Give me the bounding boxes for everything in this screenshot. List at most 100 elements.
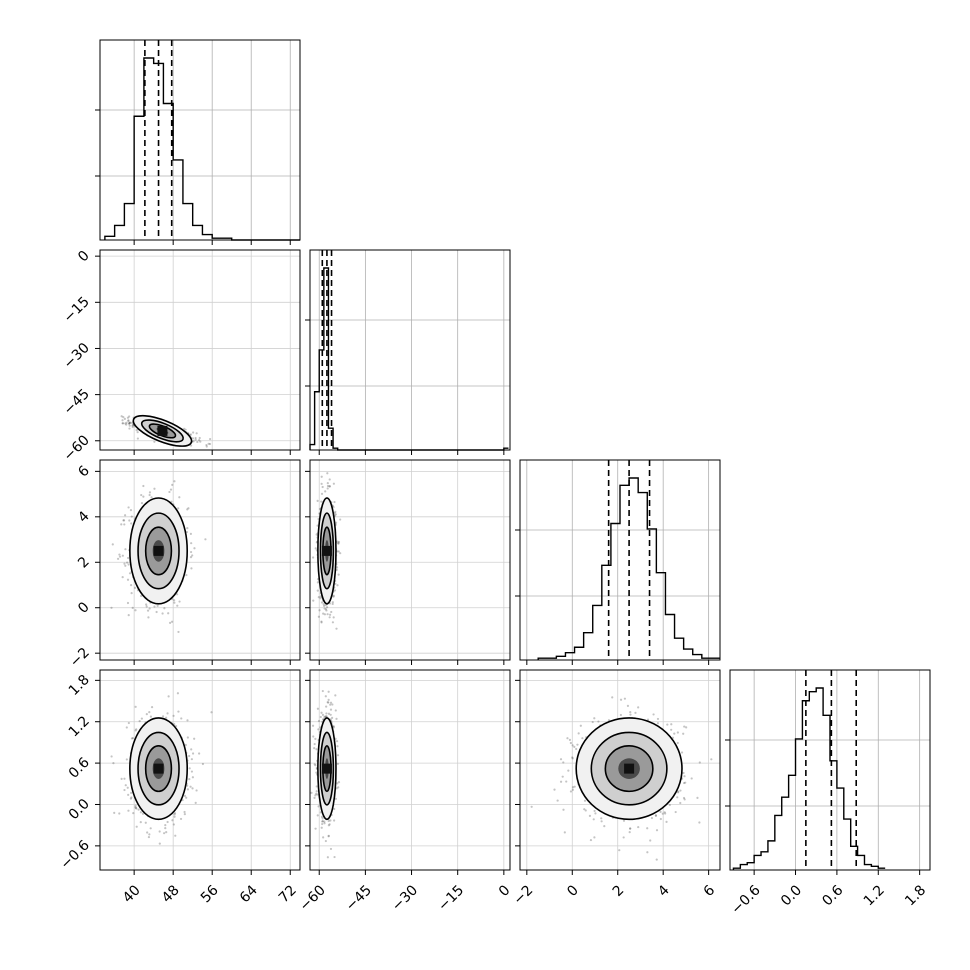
- y-tick-label: 0: [75, 248, 93, 266]
- scatter-point: [135, 728, 138, 731]
- scatter-point: [209, 437, 212, 441]
- scatter-point: [191, 554, 194, 557]
- scatter-point: [141, 812, 145, 815]
- scatter-point: [315, 771, 318, 774]
- scatter-point: [208, 442, 212, 446]
- scatter-point: [332, 595, 335, 598]
- scatter-point: [127, 809, 130, 812]
- y-tick-label: −2: [67, 645, 93, 671]
- scatter-point: [184, 428, 187, 431]
- scatter-point: [140, 493, 143, 497]
- scatter-point: [186, 508, 189, 511]
- scatter-point: [326, 472, 329, 475]
- scatter-point: [325, 715, 328, 718]
- panel-frame: [309, 459, 511, 661]
- scatter-point: [664, 812, 667, 815]
- scatter-point: [656, 722, 659, 725]
- scatter-point: [588, 814, 592, 817]
- x-tick-label: −15: [435, 882, 467, 914]
- scatter-point: [654, 814, 658, 817]
- scatter-point: [336, 754, 340, 757]
- scatter-point: [337, 786, 340, 789]
- scatter-point: [335, 740, 339, 743]
- scatter-point: [173, 601, 176, 604]
- scatter-point: [654, 814, 658, 817]
- scatter-point: [320, 620, 323, 623]
- scatter-point: [315, 748, 318, 751]
- scatter-point: [173, 812, 177, 815]
- scatter-point: [567, 769, 570, 772]
- scatter-point: [128, 421, 131, 425]
- scatter-point: [190, 567, 193, 570]
- pair-panel-3-0: [99, 669, 301, 871]
- pair-content: [100, 670, 300, 870]
- scatter-point: [122, 416, 125, 419]
- scatter-point: [603, 825, 606, 828]
- scatter-point: [334, 694, 337, 697]
- scatter-point: [186, 784, 189, 787]
- scatter-point: [194, 801, 197, 804]
- scatter-point: [314, 737, 317, 741]
- scatter-point: [320, 711, 323, 714]
- scatter-point: [320, 815, 324, 818]
- scatter-point: [573, 785, 576, 788]
- scatter-point: [328, 478, 331, 481]
- scatter-point: [128, 422, 131, 425]
- scatter-point: [634, 711, 637, 714]
- scatter-point: [113, 811, 116, 814]
- scatter-point: [333, 589, 337, 592]
- scatter-point: [210, 711, 213, 714]
- scatter-point: [339, 552, 342, 555]
- scatter-point: [568, 738, 572, 742]
- scatter-point: [618, 849, 621, 852]
- scatter-point: [611, 696, 614, 699]
- scatter-point: [172, 823, 175, 826]
- scatter-point: [312, 599, 315, 602]
- scatter-point: [571, 756, 574, 759]
- scatter-point: [584, 809, 587, 812]
- scatter-point: [316, 814, 319, 817]
- scatter-point: [597, 720, 600, 723]
- scatter-point: [179, 817, 183, 821]
- scatter-point: [576, 743, 579, 746]
- scatter-point: [188, 754, 191, 758]
- scatter-point: [126, 601, 130, 605]
- scatter-point: [127, 419, 130, 422]
- scatter-point: [659, 817, 662, 821]
- density-peak: [624, 763, 635, 774]
- y-tick-label: −0.6: [57, 837, 92, 872]
- scatter-point: [189, 785, 192, 788]
- y-tick-label: −15: [61, 294, 93, 326]
- scatter-point: [165, 716, 168, 719]
- scatter-point: [130, 522, 133, 525]
- scatter-point: [128, 427, 131, 430]
- scatter-point: [140, 501, 144, 505]
- scatter-point: [130, 791, 133, 794]
- scatter-point: [329, 713, 332, 716]
- scatter-point: [124, 784, 127, 787]
- scatter-point: [336, 566, 339, 569]
- scatter-point: [188, 767, 191, 770]
- hist-panel-3: [725, 669, 931, 871]
- scatter-point: [121, 575, 124, 579]
- scatter-point: [332, 616, 335, 619]
- scatter-point: [683, 775, 686, 778]
- scatter-point: [123, 562, 126, 565]
- scatter-point: [198, 752, 201, 755]
- scatter-point: [324, 839, 327, 843]
- scatter-point: [163, 832, 166, 835]
- scatter-point: [145, 603, 148, 606]
- scatter-point: [163, 607, 166, 610]
- scatter-point: [327, 835, 330, 838]
- scatter-point: [676, 796, 679, 799]
- scatter-point: [130, 796, 133, 799]
- scatter-point: [573, 745, 576, 748]
- scatter-point: [153, 440, 156, 443]
- x-tick-label: 0: [564, 882, 582, 900]
- scatter-point: [326, 701, 329, 704]
- x-tick-label: 0.0: [778, 882, 805, 909]
- scatter-point: [158, 842, 161, 845]
- scatter-point: [150, 706, 154, 709]
- x-tick-label: 2: [610, 882, 628, 900]
- y-tick-label: −30: [61, 340, 93, 372]
